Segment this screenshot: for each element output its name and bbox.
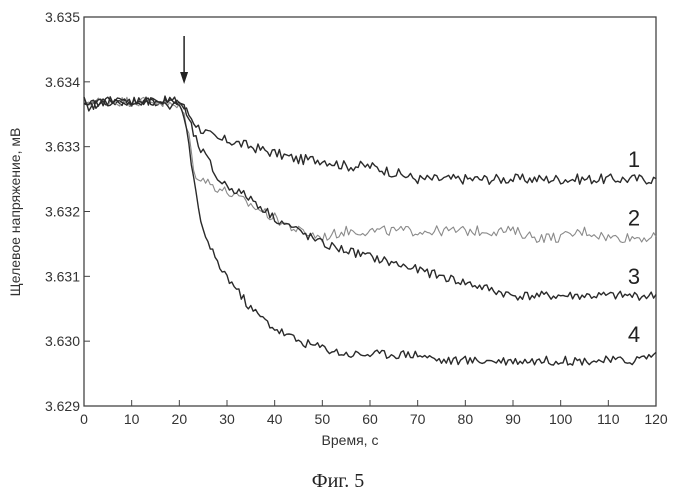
x-tick-label: 30 — [219, 411, 235, 427]
y-tick-label: 3.632 — [45, 204, 80, 220]
series-label-4: 4 — [628, 322, 640, 347]
y-tick-label: 3.635 — [45, 9, 80, 25]
x-tick-label: 60 — [362, 411, 378, 427]
y-tick-label: 3.634 — [45, 74, 80, 90]
y-tick-label: 3.633 — [45, 139, 80, 155]
plot-area — [84, 17, 656, 406]
figure-caption: Фиг. 5 — [0, 470, 676, 493]
x-tick-label: 10 — [124, 411, 140, 427]
x-tick-label: 80 — [458, 411, 474, 427]
y-axis: 3.629 3.630 3.631 3.632 3.633 3.634 3.635 — [45, 9, 90, 414]
x-tick-label: 70 — [410, 411, 426, 427]
x-tick-label: 0 — [80, 411, 88, 427]
x-tick-label: 50 — [315, 411, 331, 427]
x-tick-label: 40 — [267, 411, 283, 427]
y-tick-label: 3.629 — [45, 398, 80, 414]
x-tick-label: 120 — [644, 411, 668, 427]
x-tick-label: 20 — [172, 411, 188, 427]
series-label-1: 1 — [628, 147, 640, 172]
x-tick-label: 110 — [597, 411, 620, 427]
x-axis-label: Время, с — [322, 432, 379, 448]
x-tick-label: 100 — [549, 411, 573, 427]
series-label-3: 3 — [628, 264, 640, 289]
x-tick-label: 90 — [505, 411, 521, 427]
y-tick-label: 3.631 — [45, 268, 80, 284]
y-tick-label: 3.630 — [45, 333, 80, 349]
y-axis-label: Щелевое напряжение, мВ — [7, 128, 23, 297]
series-label-2: 2 — [628, 205, 640, 230]
